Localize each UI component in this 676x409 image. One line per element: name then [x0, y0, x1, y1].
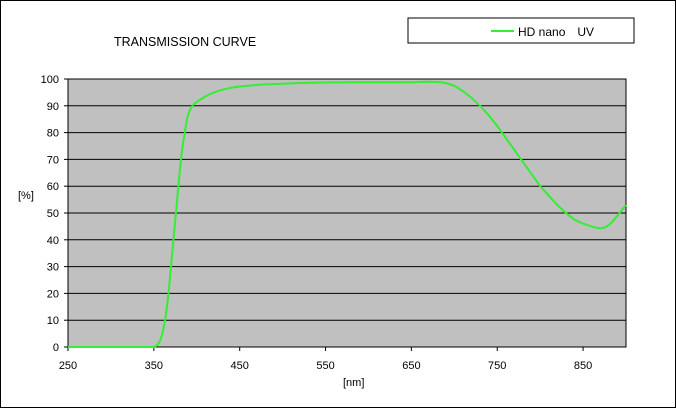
y-tick-label: 100 — [41, 74, 59, 86]
x-axis: 250 350 450 550 650 750 850 — [59, 347, 592, 372]
x-tick-label: 650 — [402, 360, 420, 372]
y-tick-label: 60 — [47, 181, 59, 193]
y-tick-label: 90 — [47, 101, 59, 113]
x-tick-label: 250 — [59, 360, 77, 372]
y-tick-label: 10 — [47, 315, 59, 327]
y-tick-label: 20 — [47, 288, 59, 300]
x-axis-label: [nm] — [343, 377, 364, 389]
y-axis-label: [%] — [18, 190, 34, 202]
chart-title: TRANSMISSION CURVE — [114, 35, 256, 49]
y-tick-label: 0 — [53, 342, 59, 354]
y-tick-label: 50 — [47, 208, 59, 220]
series-line — [68, 80, 627, 348]
series-group — [68, 80, 627, 348]
grid — [68, 105, 626, 321]
y-tick-label: 80 — [47, 128, 59, 140]
legend-label: HD nano UV — [518, 25, 594, 39]
x-tick-label: 450 — [231, 360, 249, 372]
y-tick-label: 70 — [47, 154, 59, 166]
x-tick-label: 850 — [574, 360, 592, 372]
legend-box — [407, 17, 635, 44]
y-axis: 0 10 20 30 40 50 60 70 80 90 100 — [41, 74, 68, 354]
x-tick-label: 750 — [488, 360, 506, 372]
y-tick-label: 40 — [47, 235, 59, 247]
y-tick-label: 30 — [47, 262, 59, 274]
x-tick-label: 550 — [316, 360, 334, 372]
legend: HD nano UV — [407, 17, 635, 44]
x-tick-label: 350 — [145, 360, 163, 372]
